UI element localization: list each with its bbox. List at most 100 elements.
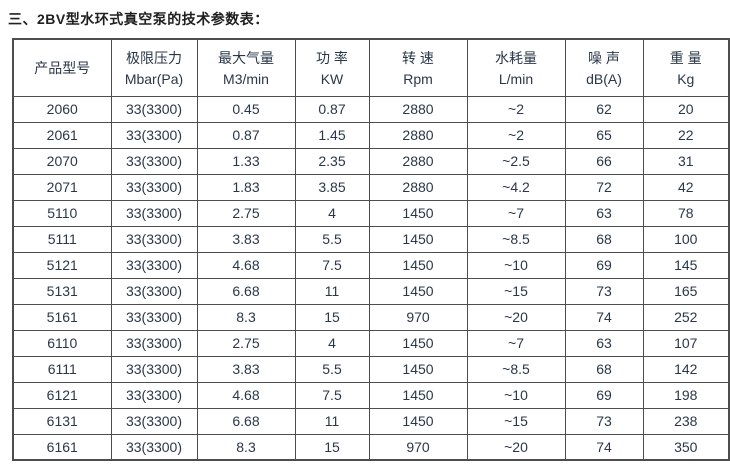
table-header: 产品型号 极限压力 Mbar(Pa) 最大气量 M3/min 功 率 KW 转 速 Rpm 水耗量…	[12, 38, 730, 97]
column-header-unit: M3/min	[223, 70, 269, 87]
cell-speed: 1450	[368, 329, 468, 357]
cell-power: 7.5	[294, 381, 370, 409]
column-header-ultimate_pressure: 极限压力 Mbar(Pa)	[110, 38, 198, 97]
cell-weight: 238	[642, 407, 730, 435]
cell-water_consumption: ~8.5	[466, 355, 566, 383]
cell-max_capacity: 6.68	[196, 407, 296, 435]
cell-noise: 74	[564, 303, 644, 331]
cell-ultimate_pressure: 33(3300)	[110, 199, 198, 227]
table-row: 6131 33(3300) 6.68 11 1450 ~15 73 238	[12, 407, 730, 435]
table-row: 6110 33(3300) 2.75 4 1450 ~7 63 107	[12, 329, 730, 357]
column-header-water_consumption: 水耗量 L/min	[466, 38, 566, 97]
cell-power: 4	[294, 329, 370, 357]
table-row: 5161 33(3300) 8.3 15 970 ~20 74 252	[12, 303, 730, 331]
cell-noise: 73	[564, 407, 644, 435]
cell-water_consumption: ~2	[466, 121, 566, 149]
cell-max_capacity: 3.83	[196, 355, 296, 383]
cell-water_consumption: ~20	[466, 303, 566, 331]
column-header-power: 功 率 KW	[294, 38, 370, 97]
cell-power: 4	[294, 199, 370, 227]
cell-water_consumption: ~15	[466, 277, 566, 305]
column-header-unit: dB(A)	[586, 70, 622, 87]
column-header-weight: 重 量 Kg	[642, 38, 730, 97]
column-header-label-zh: 极限压力	[126, 49, 182, 66]
cell-power: 15	[294, 433, 370, 461]
column-header-noise: 噪 声 dB(A)	[564, 38, 644, 97]
page-title: 三、2BV型水环式真空泵的技术参数表：	[8, 11, 269, 27]
cell-weight: 100	[642, 225, 730, 253]
cell-model: 6110	[12, 329, 112, 357]
cell-speed: 970	[368, 433, 468, 461]
cell-water_consumption: ~20	[466, 433, 566, 461]
cell-power: 7.5	[294, 251, 370, 279]
cell-ultimate_pressure: 33(3300)	[110, 329, 198, 357]
column-header-label-zh: 产品型号	[34, 59, 91, 76]
cell-power: 1.45	[294, 121, 370, 149]
cell-weight: 145	[642, 251, 730, 279]
cell-model: 6161	[12, 433, 112, 461]
cell-ultimate_pressure: 33(3300)	[110, 95, 198, 123]
column-header-label-zh: 水耗量	[495, 49, 537, 66]
cell-noise: 62	[564, 95, 644, 123]
cell-power: 11	[294, 407, 370, 435]
cell-model: 2061	[12, 121, 112, 149]
column-header-model: 产品型号	[12, 38, 112, 97]
cell-power: 5.5	[294, 225, 370, 253]
cell-model: 5121	[12, 251, 112, 279]
cell-water_consumption: ~15	[466, 407, 566, 435]
table-row: 5121 33(3300) 4.68 7.5 1450 ~10 69 145	[12, 251, 730, 279]
cell-speed: 1450	[368, 225, 468, 253]
column-header-unit: Mbar(Pa)	[124, 70, 184, 87]
table-row: 2071 33(3300) 1.83 3.85 2880 ~4.2 72 42	[12, 173, 730, 201]
cell-speed: 1450	[368, 381, 468, 409]
cell-ultimate_pressure: 33(3300)	[110, 173, 198, 201]
column-header-unit: Kg	[677, 70, 695, 87]
cell-ultimate_pressure: 33(3300)	[110, 277, 198, 305]
cell-speed: 2880	[368, 95, 468, 123]
cell-weight: 78	[642, 199, 730, 227]
cell-max_capacity: 6.68	[196, 277, 296, 305]
cell-water_consumption: ~10	[466, 251, 566, 279]
cell-model: 2060	[12, 95, 112, 123]
cell-max_capacity: 2.75	[196, 199, 296, 227]
cell-power: 15	[294, 303, 370, 331]
cell-model: 2070	[12, 147, 112, 175]
cell-speed: 2880	[368, 147, 468, 175]
table-row: 6161 33(3300) 8.3 15 970 ~20 74 350	[12, 433, 730, 461]
cell-max_capacity: 2.75	[196, 329, 296, 357]
column-header-unit: L/min	[498, 70, 534, 87]
cell-noise: 68	[564, 225, 644, 253]
cell-power: 0.87	[294, 95, 370, 123]
cell-water_consumption: ~2	[466, 95, 566, 123]
cell-ultimate_pressure: 33(3300)	[110, 303, 198, 331]
cell-noise: 63	[564, 199, 644, 227]
cell-water_consumption: ~10	[466, 381, 566, 409]
table-row: 5131 33(3300) 6.68 11 1450 ~15 73 165	[12, 277, 730, 305]
cell-model: 6131	[12, 407, 112, 435]
cell-weight: 42	[642, 173, 730, 201]
table-body: 2060 33(3300) 0.45 0.87 2880 ~2 62 20 2061 33(330…	[12, 95, 730, 461]
cell-max_capacity: 0.45	[196, 95, 296, 123]
cell-weight: 165	[642, 277, 730, 305]
cell-water_consumption: ~7	[466, 199, 566, 227]
cell-power: 2.35	[294, 147, 370, 175]
cell-ultimate_pressure: 33(3300)	[110, 407, 198, 435]
cell-speed: 1450	[368, 277, 468, 305]
cell-speed: 1450	[368, 251, 468, 279]
cell-max_capacity: 8.3	[196, 433, 296, 461]
cell-weight: 252	[642, 303, 730, 331]
parameters-table: 产品型号 极限压力 Mbar(Pa) 最大气量 M3/min 功 率 KW 转 速 Rpm 水耗量…	[12, 38, 730, 461]
cell-noise: 72	[564, 173, 644, 201]
column-header-label-zh: 转 速	[402, 49, 434, 66]
cell-water_consumption: ~2.5	[466, 147, 566, 175]
column-header-label-zh: 噪 声	[588, 49, 620, 66]
cell-ultimate_pressure: 33(3300)	[110, 121, 198, 149]
cell-ultimate_pressure: 33(3300)	[110, 147, 198, 175]
column-header-label-zh: 重 量	[669, 49, 702, 66]
cell-noise: 74	[564, 433, 644, 461]
cell-speed: 2880	[368, 173, 468, 201]
cell-noise: 66	[564, 147, 644, 175]
cell-ultimate_pressure: 33(3300)	[110, 381, 198, 409]
header-row: 产品型号 极限压力 Mbar(Pa) 最大气量 M3/min 功 率 KW 转 速 Rpm 水耗量…	[12, 38, 730, 97]
column-header-max_capacity: 最大气量 M3/min	[196, 38, 296, 97]
